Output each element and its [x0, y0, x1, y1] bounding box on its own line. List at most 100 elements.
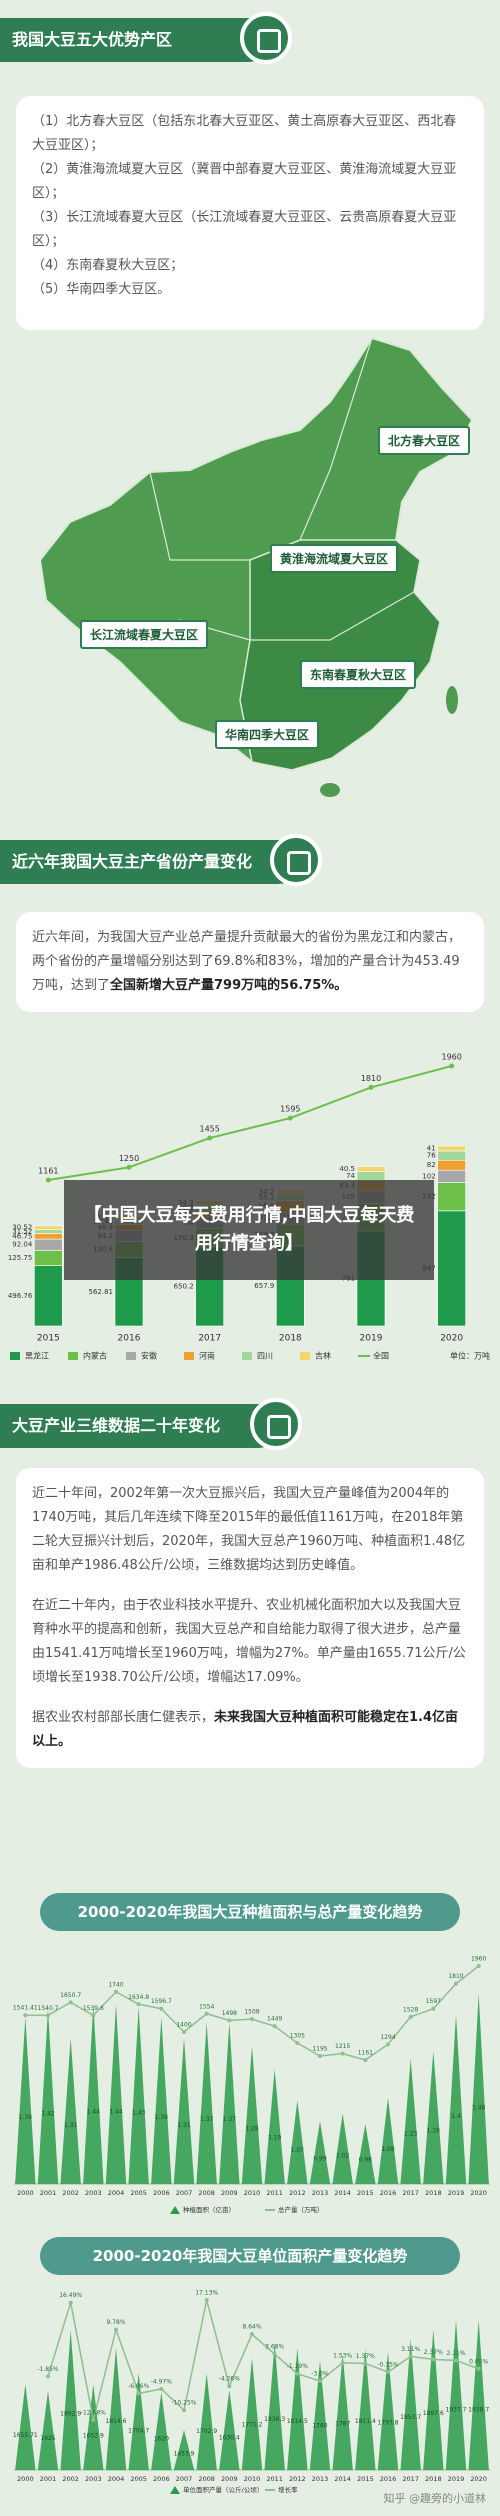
- data-label: 1.48: [472, 2105, 486, 2112]
- regions-box: （1）北方春大豆区（包括东北春大豆亚区、黄土高原春大豆亚区、西北春大豆亚区）； （…: [16, 96, 484, 330]
- banner[interactable]: 【中国大豆每天费用行情,中国大豆每天费用行情查询】: [64, 1180, 434, 1280]
- spike: [423, 2329, 444, 2470]
- data-label: 1634.8: [128, 1994, 149, 2001]
- x-tick-label: 2004: [108, 2189, 125, 2197]
- paragraph-bold: 全国新增大豆产量799万吨的56.75%。: [110, 978, 348, 994]
- line-point: [363, 2361, 368, 2366]
- data-label: 1937.7: [446, 2407, 467, 2414]
- spike: [287, 2100, 308, 2184]
- paragraph-text: 在近二十年内，由于农业科技水平提升、农业机械化面积加大以及我国大豆育种水平的提高…: [32, 1598, 466, 1686]
- line-point: [386, 2369, 390, 2374]
- spike: [219, 2389, 240, 2470]
- spike: [60, 2038, 81, 2184]
- bar-segment: [34, 1225, 63, 1230]
- data-label: 1814.5: [287, 2418, 308, 2425]
- data-label: 1897.6: [423, 2410, 444, 2417]
- x-tick-label: 2012: [289, 2189, 306, 2197]
- legend-label: 河南: [199, 1351, 215, 1361]
- spike: [173, 2430, 195, 2470]
- data-label: 1528: [403, 2006, 418, 2013]
- paragraph: 在近二十年内，由于农业科技水平提升、农业机械化面积加大以及我国大豆育种水平的提高…: [32, 1594, 468, 1690]
- x-tick-label: 2010: [244, 2475, 261, 2483]
- bar-segment: [34, 1249, 63, 1266]
- x-tick-label: 2020: [470, 2475, 487, 2483]
- section-header: 近六年我国大豆主产省份产量变化: [0, 834, 322, 886]
- data-label: -3.0%: [311, 2371, 329, 2378]
- data-label: 1.31: [177, 2122, 191, 2129]
- data-label: 9.78%: [106, 2319, 125, 2326]
- paragraph-text: 近六年间，为我国大豆产业总产量提升贡献最大的省份为黑龙江和内蒙古，两个省份的产量…: [32, 930, 462, 994]
- data-label: -12.68%: [81, 2410, 106, 2417]
- x-tick-label: 2000: [17, 2475, 34, 2483]
- map-island: [446, 686, 458, 714]
- data-label: 1740: [108, 1981, 123, 1988]
- spike: [468, 1994, 489, 2184]
- data-label: 1161: [38, 1167, 58, 1176]
- spike: [151, 2017, 172, 2184]
- bar-segment: [437, 1159, 466, 1171]
- data-label: 1787: [335, 2420, 350, 2427]
- legend-swatch: [300, 1352, 310, 1360]
- data-label: 1938.7: [468, 2407, 489, 2414]
- data-label: 1960: [441, 1053, 461, 1062]
- x-tick-label: 2008: [198, 2475, 215, 2483]
- data-label: 2.37%: [424, 2349, 443, 2356]
- x-tick-label: 2003: [85, 2189, 102, 2197]
- data-label: 1960: [471, 1956, 486, 1963]
- line-point: [295, 2371, 300, 2376]
- line-point: [272, 2352, 277, 2357]
- x-tick-label: 2019: [448, 2475, 465, 2483]
- section-header: 大豆产业三维数据二十年变化: [0, 1398, 302, 1450]
- x-tick-label: 2007: [176, 2475, 193, 2483]
- line-point: [159, 2386, 164, 2391]
- text-box: 近二十年间，2002年第一次大豆振兴后，我国大豆产量峰值为2004年的1740万…: [16, 1468, 484, 1769]
- legend-label: 黑龙江: [25, 1351, 49, 1361]
- x-tick-label: 2019: [360, 1334, 383, 1344]
- data-label: 1.39: [19, 2114, 33, 2121]
- bar-segment: [34, 1265, 63, 1327]
- data-label: 1.02: [336, 2152, 350, 2159]
- data-label: 1650.7: [60, 1992, 81, 1999]
- data-label: 1.43: [132, 2110, 146, 2117]
- x-tick-label: 2003: [85, 2475, 102, 2483]
- data-label: 1.53%: [333, 2352, 352, 2359]
- spike: [309, 2360, 331, 2470]
- map-label: 黄淮海流域夏大豆区: [270, 544, 399, 573]
- line-point: [114, 1989, 118, 1994]
- bar-segment: [356, 1166, 386, 1172]
- line-point: [207, 1135, 213, 1141]
- line-point: [23, 2013, 28, 2018]
- map-label: 长江流域春夏大豆区: [80, 620, 209, 649]
- data-label: 1539.6: [83, 2005, 104, 2012]
- spike: [128, 2007, 149, 2184]
- spike: [37, 2009, 59, 2184]
- region-item: （1）北方春大豆区（包括东北春大豆亚区、黄土高原春大豆亚区、西北春大豆亚区）；: [32, 114, 457, 154]
- data-label: 102: [422, 1172, 435, 1180]
- data-label: 1810: [448, 1973, 463, 1980]
- data-label: -10.25%: [171, 2400, 196, 2407]
- line-point: [454, 2358, 458, 2363]
- data-label: 1453.9: [174, 2451, 195, 2458]
- spike: [264, 2343, 285, 2470]
- data-label: 1.42: [41, 2111, 55, 2118]
- data-label: 562.81: [89, 1288, 114, 1296]
- line-point: [340, 2051, 345, 2056]
- line-point: [204, 2011, 209, 2016]
- line-point: [91, 2418, 96, 2422]
- data-label: 1.44: [87, 2109, 101, 2116]
- watermark: 知乎 @趣旁的小道林: [383, 2492, 487, 2505]
- data-label: 1836.3: [264, 2416, 285, 2423]
- line-point: [449, 1063, 455, 1069]
- x-tick-label: 2004: [108, 2475, 125, 2483]
- x-tick-label: 2020: [440, 1334, 463, 1344]
- spike: [332, 2354, 353, 2470]
- line-point: [295, 2041, 300, 2046]
- bar-segment: [437, 1145, 466, 1152]
- line-point: [408, 2354, 413, 2359]
- legend-swatch: [170, 2206, 180, 2214]
- spike: [60, 2330, 81, 2470]
- spike: [423, 2051, 444, 2184]
- spike: [15, 2017, 36, 2184]
- data-label: 1.28: [245, 2125, 259, 2132]
